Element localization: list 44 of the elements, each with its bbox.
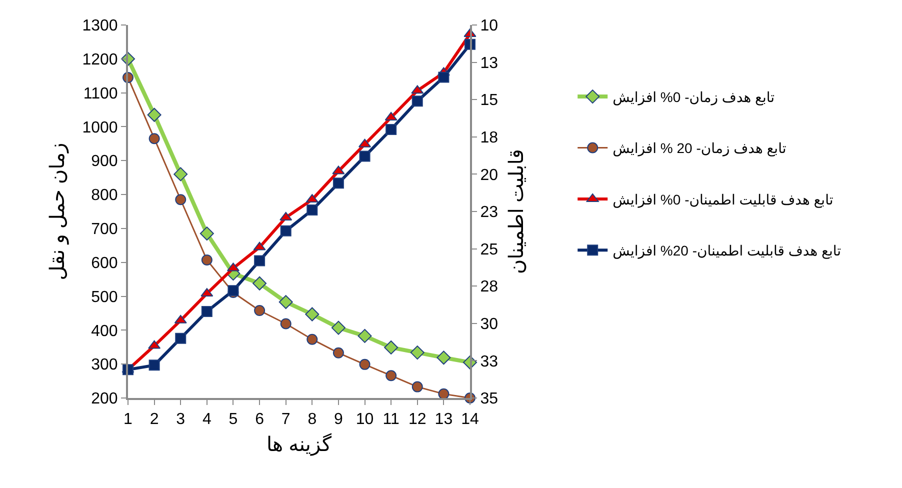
legend-label: تابع هدف قابلیت اطمینان- 20% افزایش	[612, 242, 842, 260]
y-tick-label: 200	[91, 390, 118, 408]
y2-axis-title: قابلیت اطمینان	[506, 149, 528, 274]
x-tick-label: 11	[382, 411, 400, 428]
x-tick-label: 2	[150, 411, 159, 428]
x-tick-label: 12	[408, 411, 426, 428]
x-tick-label: 3	[176, 411, 186, 428]
y2-tick-label: 13	[480, 54, 498, 72]
y2-tick-label: 20	[480, 166, 498, 184]
x-tick-label: 6	[255, 411, 264, 428]
y-tick-label: 500	[91, 288, 118, 306]
y-tick-label: 700	[91, 221, 118, 238]
x-tick-label: 1	[124, 411, 133, 428]
x-tick-label: 5	[228, 411, 238, 428]
x-tick-label: 9	[334, 411, 344, 428]
x-tick-label: 4	[202, 411, 212, 428]
y-tick-label: 1000	[82, 119, 118, 136]
y2-tick-label: 25	[480, 241, 498, 258]
y-tick-label: 1300	[82, 18, 118, 35]
y2-tick-label: 33	[480, 353, 498, 370]
y-tick-label: 400	[91, 322, 118, 340]
x-tick-label: 13	[434, 411, 453, 428]
y-tick-label: 1100	[83, 85, 118, 102]
x-axis-title: گزینه ها	[266, 433, 332, 456]
y2-tick-label: 10	[480, 18, 498, 35]
x-tick-label: 14	[461, 411, 479, 428]
y-axis-title: زمان حمل و نقل	[47, 142, 70, 280]
legend-label: تابع هدف زمان- 20 % افزایش	[612, 140, 786, 158]
y2-tick-label: 30	[480, 316, 498, 333]
y2-tick-label: 35	[480, 390, 498, 408]
legend-label: تابع هدف زمان- 0% افزایش	[612, 89, 775, 106]
y-tick-label: 300	[91, 356, 118, 374]
y2-tick-label: 15	[480, 92, 498, 110]
y2-tick-label: 18	[480, 130, 498, 146]
x-tick-label: 10	[356, 411, 374, 428]
y-tick-label: 1200	[82, 52, 118, 69]
y-tick-label: 800	[91, 187, 118, 204]
y2-tick-label: 28	[480, 278, 498, 296]
y-tick-label: 900	[91, 153, 118, 170]
legend-label: تابع هدف قابلیت اطمینان- 0% افزایش	[612, 191, 834, 208]
y-tick-label: 600	[91, 254, 118, 272]
x-tick-label: 7	[281, 411, 290, 428]
x-tick-label: 8	[308, 411, 317, 428]
y2-tick-label: 23	[480, 204, 498, 222]
